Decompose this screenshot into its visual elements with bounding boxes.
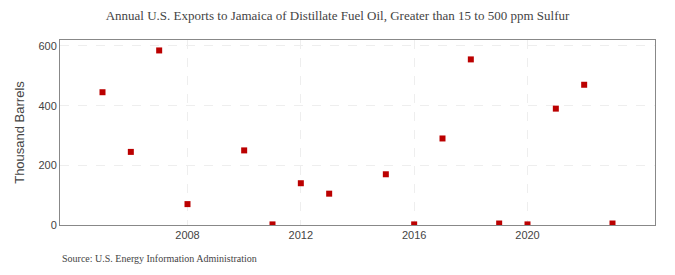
svg-text:0: 0 bbox=[51, 219, 57, 231]
svg-text:2012: 2012 bbox=[289, 229, 313, 241]
svg-text:200: 200 bbox=[38, 159, 56, 171]
svg-text:2008: 2008 bbox=[175, 229, 199, 241]
svg-text:Annual U.S. Exports to Jamaica: Annual U.S. Exports to Jamaica of Distil… bbox=[106, 8, 570, 23]
svg-text:Source: U.S. Energy Informatio: Source: U.S. Energy Information Administ… bbox=[62, 253, 257, 264]
svg-text:600: 600 bbox=[38, 40, 56, 52]
svg-text:Thousand Barrels: Thousand Barrels bbox=[12, 81, 27, 184]
svg-text:400: 400 bbox=[38, 100, 56, 112]
svg-text:2020: 2020 bbox=[515, 229, 539, 241]
svg-text:2016: 2016 bbox=[402, 229, 426, 241]
